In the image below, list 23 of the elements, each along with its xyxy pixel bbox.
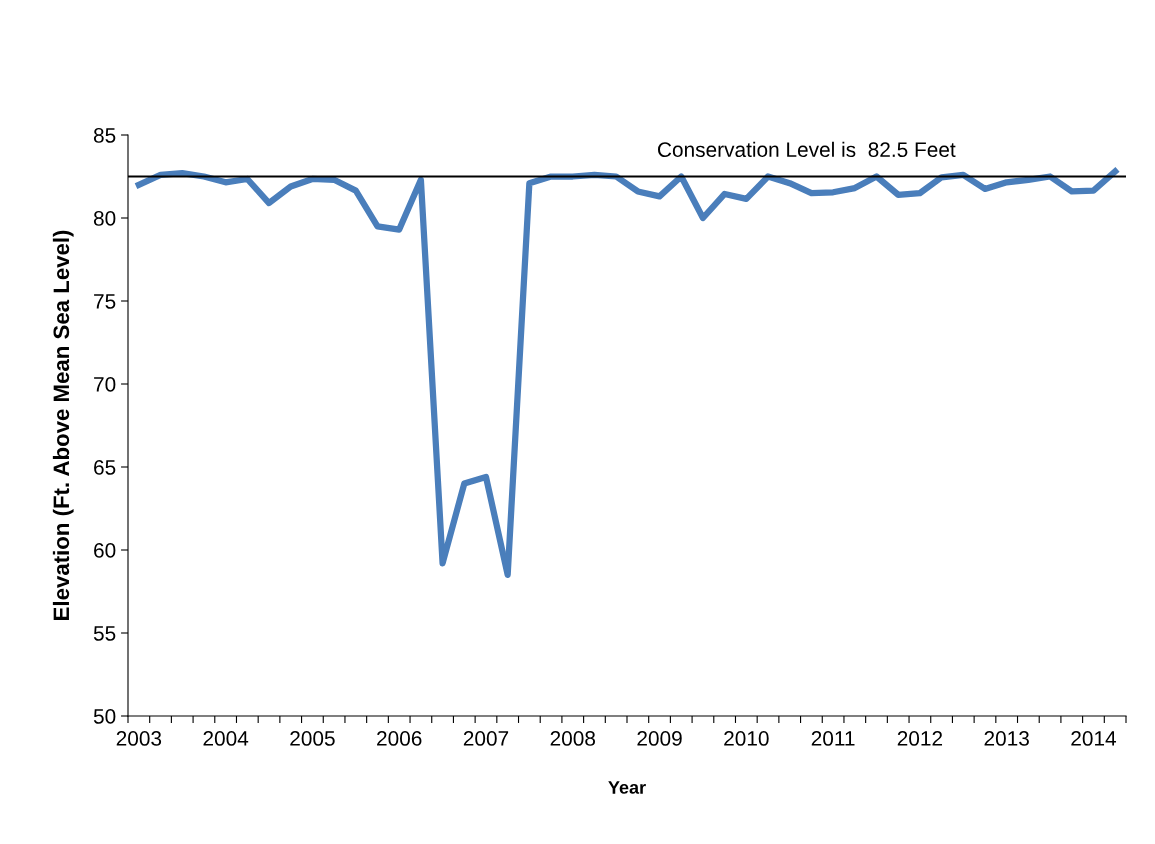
x-tick-label: 2007 [463,731,509,746]
x-tick-label: 2003 [116,731,162,746]
x-tick-label: 2014 [1071,731,1117,746]
y-tick-label: 60 [94,543,116,558]
x-tick-label: 2009 [637,731,682,746]
y-tick-label: 55 [93,626,116,641]
x-tick-label: 2004 [203,731,249,746]
y-tick-label: 65 [94,460,116,475]
x-axis-title: Year [608,781,646,794]
x-tick-label: 2006 [377,731,422,746]
x-tick-label: 2011 [811,731,855,746]
x-tick-label: 2005 [290,731,335,746]
ref-line-label: Conservation Level is 82.5 Feet [658,141,956,158]
y-tick-label: 75 [94,294,116,309]
x-tick-label: 2013 [984,731,1029,746]
x-tick-label: 2008 [550,731,596,746]
x-tick-label: 2010 [724,731,769,746]
y-tick-label: 80 [93,211,116,226]
y-tick-label: 85 [93,128,116,143]
y-tick-label: 50 [93,709,116,724]
x-tick-label: 2012 [897,731,943,746]
y-tick-label: 70 [94,377,116,392]
y-axis-title: Elevation (Ft. Above Mean Sea Level) [52,230,74,620]
